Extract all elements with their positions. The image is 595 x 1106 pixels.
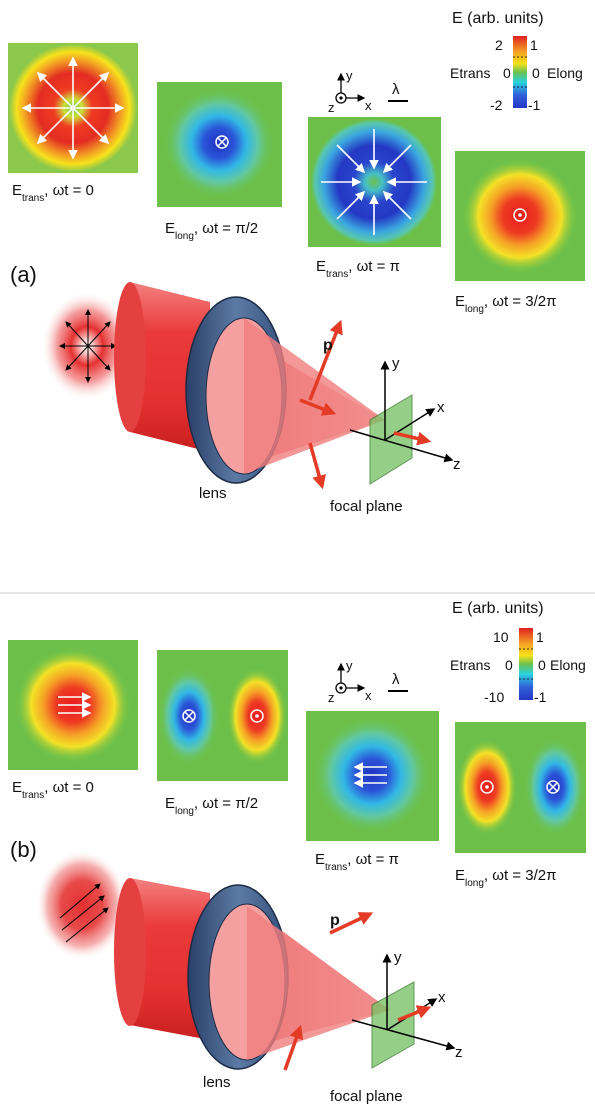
circle-x-icon (182, 709, 196, 723)
svg-text:y: y (394, 949, 402, 966)
incoming-beam-glow (36, 850, 128, 960)
map-a2 (157, 82, 282, 207)
svg-text:x: x (437, 399, 445, 416)
circle-x-icon (215, 135, 229, 149)
svg-text:Elong: Elong (547, 65, 583, 81)
focal-plane-label-a: focal plane (330, 498, 403, 515)
field-arrows-a (299, 319, 432, 490)
svg-text:z: z (455, 1044, 463, 1061)
circle-dot-icon (250, 709, 264, 723)
rightward-arrows (58, 692, 92, 718)
field-arrows-b (283, 912, 432, 1071)
svg-text:z: z (453, 456, 461, 473)
svg-text:0: 0 (503, 65, 511, 81)
lens-label-b: lens (203, 1074, 231, 1091)
svg-text:-10: -10 (484, 689, 504, 705)
circle-dot-icon (480, 780, 494, 794)
beam-polarization-arrows (59, 309, 117, 383)
svg-text:1: 1 (536, 629, 544, 645)
svg-text:2: 2 (495, 37, 503, 53)
leftward-arrows (353, 762, 387, 788)
svg-text:z: z (328, 100, 335, 115)
svg-text:Etrans: Etrans (450, 657, 490, 673)
svg-text:10: 10 (493, 629, 509, 645)
svg-text:x: x (365, 688, 372, 703)
focal-plane-a: y x z (349, 355, 461, 485)
svg-text:z: z (328, 690, 335, 705)
radial-outward-arrows (21, 56, 125, 160)
focal-plane-label-b: focal plane (330, 1088, 403, 1105)
beam-scene-a: lens y x z p focal plane (41, 282, 461, 515)
colorbar-b: E (arb. units) 10 0 -10 1 0 -1 Etrans El… (450, 600, 586, 705)
focal-plane-b: y x z (351, 949, 463, 1069)
lens-label-a: lens (199, 485, 227, 502)
colorbar-a: E (arb. units) 2 0 -2 1 0 -1 Etrans Elon… (450, 10, 583, 113)
svg-text:y: y (346, 68, 353, 83)
caption-b4: Elong, ωt = 3/2π (455, 867, 556, 889)
map-b2 (157, 650, 288, 781)
svg-text:-1: -1 (528, 97, 541, 113)
svg-text:x: x (365, 98, 372, 113)
svg-text:E (arb. units): E (arb. units) (452, 600, 544, 617)
panel-label-b: (b) (10, 837, 37, 862)
svg-text:Elong: Elong (550, 657, 586, 673)
wavelength-scale-bar: λ (388, 671, 408, 692)
radial-inward-arrows (321, 129, 427, 235)
panel-label-a: (a) (10, 262, 37, 287)
svg-text:-1: -1 (534, 689, 547, 705)
svg-text:1: 1 (530, 37, 538, 53)
coordinate-axes-icon: y x z (328, 658, 372, 705)
caption-a4: Elong, ωt = 3/2π (455, 293, 556, 315)
coordinate-axes-icon: y x z (328, 68, 372, 115)
svg-text:0: 0 (532, 65, 540, 81)
circle-dot-icon (513, 208, 527, 222)
svg-text:E (arb. units): E (arb. units) (452, 10, 544, 27)
map-b1 (8, 640, 138, 770)
map-a1 (8, 43, 138, 173)
caption-a2: Elong, ωt = π/2 (165, 220, 258, 242)
wavelength-scale-bar: λ (388, 81, 408, 102)
p-label-b: p (330, 912, 340, 929)
panel-a: Etrans, ωt = 0 Elong, ωt = π/2 y x z λ (8, 10, 585, 515)
svg-text:x: x (438, 989, 446, 1006)
map-a3 (308, 117, 441, 247)
svg-text:0: 0 (505, 657, 513, 673)
lens-icon (185, 296, 385, 484)
svg-text:0: 0 (538, 657, 546, 673)
svg-text:Etrans: Etrans (450, 65, 490, 81)
svg-text:λ: λ (392, 671, 400, 688)
map-a4 (455, 151, 585, 281)
caption-a3: Etrans, ωt = π (316, 258, 400, 280)
beam-polarization-arrows (59, 883, 109, 943)
p-label-a: p (323, 337, 333, 354)
caption-b2: Elong, ωt = π/2 (165, 795, 258, 817)
map-b3 (306, 711, 439, 841)
svg-text:λ: λ (392, 81, 400, 98)
caption-b1: Etrans, ωt = 0 (12, 779, 94, 801)
svg-text:-2: -2 (490, 97, 503, 113)
svg-text:y: y (346, 658, 353, 673)
map-b4 (455, 722, 586, 853)
beam-scene-b: lens y x z p focal plane (36, 850, 463, 1105)
lens-icon (187, 884, 390, 1070)
panel-b: Etrans, ωt = 0 Elong, ωt = π/2 y x (8, 600, 586, 1105)
caption-b3: Etrans, ωt = π (315, 851, 399, 873)
svg-text:y: y (392, 355, 400, 372)
circle-x-icon (546, 780, 560, 794)
caption-a1: Etrans, ωt = 0 (12, 182, 94, 204)
